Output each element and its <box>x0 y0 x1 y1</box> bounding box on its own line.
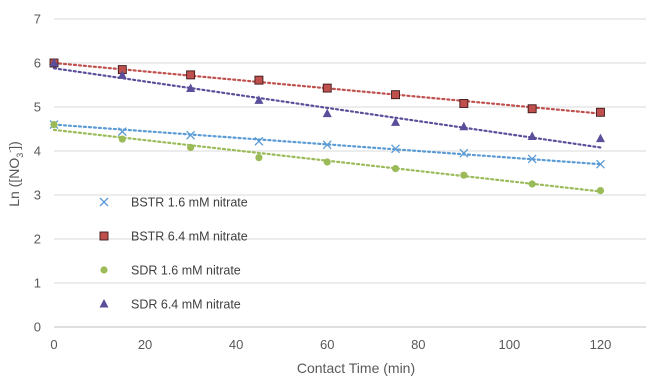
trendlines <box>52 61 602 193</box>
y-tick-label: 4 <box>34 144 41 159</box>
legend-marker-bstr-1-6-mm-nitrate <box>99 197 109 207</box>
point-sdr-1-6-mm-nitrate <box>528 180 536 188</box>
x-tick-label: 120 <box>590 337 612 352</box>
point-bstr-1-6-mm-nitrate <box>527 154 537 164</box>
data-points <box>49 58 605 195</box>
y-tick-label: 1 <box>34 276 41 291</box>
legend-marker-sdr-6-4-mm-nitrate <box>99 299 109 308</box>
point-bstr-1-6-mm-nitrate <box>596 159 605 169</box>
point-sdr-1-6-mm-nitrate <box>255 154 263 162</box>
x-tick-label: 60 <box>320 337 334 352</box>
point-bstr-1-6-mm-nitrate <box>391 144 400 154</box>
point-sdr-1-6-mm-nitrate <box>187 143 195 152</box>
point-sdr-1-6-mm-nitrate <box>323 158 331 166</box>
point-bstr-6-4-mm-nitrate <box>596 107 605 117</box>
point-bstr-1-6-mm-nitrate <box>322 140 332 150</box>
y-tick-label: 2 <box>34 232 41 247</box>
x-tick-label: 20 <box>138 337 152 352</box>
x-axis-title: Contact Time (min) <box>297 360 415 376</box>
x-axis-ticks: 0 20 40 60 80 100 120 <box>50 337 611 352</box>
legend: BSTR 1.6 mM nitrate BSTR 6.4 mM nitrate SD… <box>99 196 248 312</box>
legend-marker-sdr-1-6-mm-nitrate <box>100 266 108 274</box>
y-tick-label: 7 <box>34 12 41 27</box>
point-bstr-1-6-mm-nitrate <box>186 130 196 140</box>
x-tick-label: 0 <box>50 337 57 352</box>
point-sdr-6-4-mm-nitrate <box>117 70 127 79</box>
point-bstr-6-4-mm-nitrate <box>391 90 400 100</box>
point-sdr-6-4-mm-nitrate <box>391 117 401 126</box>
point-bstr-6-4-mm-nitrate <box>527 104 537 114</box>
legend-label-sdr-1-6-mm-nitrate: SDR 1.6 mM nitrate <box>131 264 241 278</box>
y-axis-title-main: Ln ([NO <box>6 158 22 207</box>
y-axis-title-superscript: - <box>5 150 15 153</box>
point-sdr-1-6-mm-nitrate <box>50 121 58 129</box>
trendline-sdr-6-4-mm-nitrate <box>52 67 602 149</box>
legend-marker-bstr-6-4-mm-nitrate <box>99 231 109 241</box>
point-sdr-1-6-mm-nitrate <box>596 187 605 195</box>
x-tick-label: 40 <box>229 337 243 352</box>
point-bstr-1-6-mm-nitrate <box>459 148 469 158</box>
y-tick-label: 5 <box>34 100 41 115</box>
legend-label-bstr-6-4-mm-nitrate: BSTR 6.4 mM nitrate <box>131 230 248 244</box>
y-axis-title: Ln ([NO3-]) <box>5 141 25 207</box>
point-sdr-6-4-mm-nitrate <box>459 121 469 131</box>
y-axis-title-close: ]) <box>6 141 22 150</box>
point-bstr-6-4-mm-nitrate <box>459 99 469 108</box>
y-tick-label: 6 <box>34 56 41 71</box>
y-axis-ticks: 0 1 2 3 4 5 6 7 <box>34 12 41 335</box>
point-sdr-6-4-mm-nitrate <box>595 133 605 143</box>
point-sdr-6-4-mm-nitrate <box>527 131 537 140</box>
legend-label-bstr-1-6-mm-nitrate: BSTR 1.6 mM nitrate <box>131 196 248 210</box>
point-sdr-6-4-mm-nitrate <box>186 83 196 93</box>
point-bstr-6-4-mm-nitrate <box>186 70 196 80</box>
x-tick-label: 80 <box>411 337 425 352</box>
legend-label-sdr-6-4-mm-nitrate: SDR 6.4 mM nitrate <box>131 298 241 312</box>
point-sdr-1-6-mm-nitrate <box>118 135 126 143</box>
point-sdr-6-4-mm-nitrate <box>49 58 59 67</box>
point-bstr-6-4-mm-nitrate <box>254 75 264 85</box>
point-sdr-1-6-mm-nitrate <box>391 165 400 173</box>
point-bstr-1-6-mm-nitrate <box>117 127 127 137</box>
x-tick-label: 100 <box>499 337 521 352</box>
point-sdr-6-4-mm-nitrate <box>322 108 332 118</box>
y-axis-title-subscript: 3 <box>15 153 25 158</box>
y-tick-label: 3 <box>34 188 41 203</box>
point-sdr-1-6-mm-nitrate <box>460 171 468 179</box>
gridlines <box>54 18 646 328</box>
point-bstr-1-6-mm-nitrate <box>254 136 264 146</box>
point-bstr-6-4-mm-nitrate <box>322 83 332 93</box>
y-tick-label: 0 <box>34 320 41 335</box>
point-sdr-6-4-mm-nitrate <box>254 95 264 104</box>
